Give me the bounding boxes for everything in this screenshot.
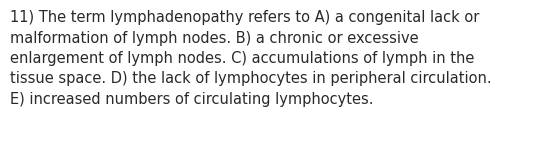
Text: 11) The term lymphadenopathy refers to A) a congenital lack or
malformation of l: 11) The term lymphadenopathy refers to A… (10, 10, 492, 107)
